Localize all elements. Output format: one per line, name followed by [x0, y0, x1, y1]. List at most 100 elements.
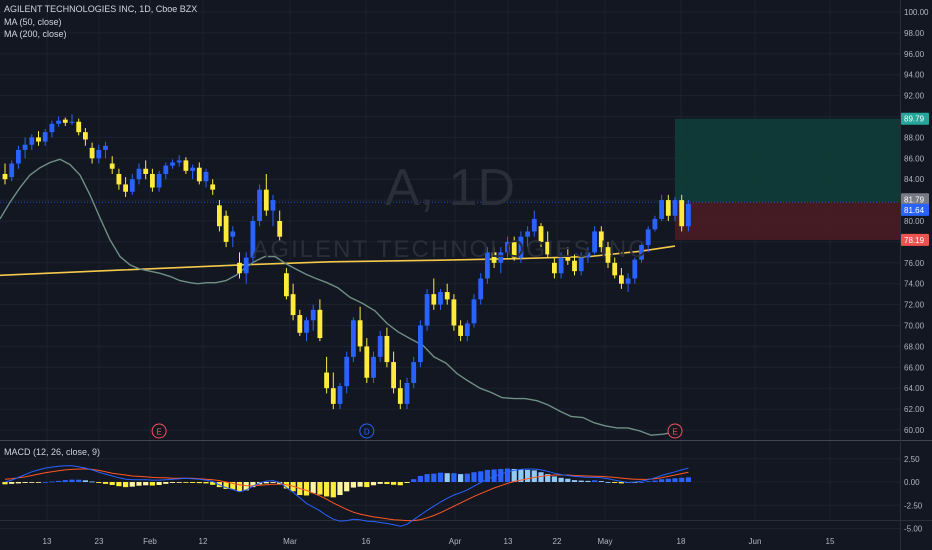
macd-hist-bar: [49, 481, 55, 483]
candle: [89, 142, 95, 164]
macd-hist-bar: [531, 470, 537, 482]
candle-body: [243, 257, 249, 274]
time-tick-label: Apr: [449, 537, 462, 546]
candle: [230, 226, 236, 248]
macd-tick-label: 0.00: [904, 478, 920, 487]
macd-hist-bar: [149, 482, 155, 486]
candle: [344, 351, 350, 394]
candle-body: [9, 163, 15, 178]
time-tick-label: 22: [553, 537, 562, 546]
candle-body: [263, 189, 269, 211]
candle: [297, 309, 303, 336]
event-marker: E: [151, 423, 167, 439]
candle: [511, 236, 517, 261]
candle: [176, 155, 182, 167]
candle-body: [156, 173, 162, 188]
macd-hist-bar: [645, 481, 651, 483]
candle: [143, 160, 149, 180]
macd-hist-bar: [123, 482, 129, 488]
candle-body: [525, 231, 530, 237]
time-tick-label: 23: [95, 537, 104, 546]
candle-body: [230, 231, 236, 237]
candle-body: [639, 245, 644, 260]
macd-hist-bar: [605, 482, 611, 483]
macd-hist-bar: [679, 477, 685, 482]
candle: [391, 351, 396, 394]
candle: [565, 247, 571, 265]
candle-body: [2, 173, 8, 180]
candle: [83, 127, 88, 146]
macd-hist-bar: [397, 482, 403, 486]
macd-hist-bar: [89, 481, 95, 483]
macd-hist-bar: [136, 482, 142, 486]
candle-body: [223, 215, 229, 242]
loss-zone: [675, 202, 900, 240]
price-tick-label: 60.00: [904, 426, 925, 435]
ma200-legend[interactable]: MA (200, close): [4, 29, 67, 39]
macd-hist-bar: [612, 482, 618, 483]
macd-hist-bar: [69, 479, 75, 482]
candle: [116, 168, 122, 190]
event-circle: [667, 423, 683, 439]
candle-body: [344, 356, 350, 387]
event-circle: [359, 423, 375, 439]
price-tick-label: 84.00: [904, 175, 925, 184]
candle-body: [451, 299, 457, 326]
macd-hist-bar: [156, 482, 162, 485]
price-tick-label: 100.00: [904, 8, 929, 17]
macd-hist-bar: [478, 471, 484, 482]
candle-body: [56, 120, 61, 124]
candle: [223, 210, 229, 248]
candle: [96, 144, 102, 164]
candle-body: [545, 241, 551, 255]
price-tick-label: 74.00: [904, 280, 925, 289]
macd-hist-bar: [303, 482, 310, 496]
candle: [585, 247, 591, 263]
macd-hist-bar: [364, 482, 370, 488]
candle: [210, 179, 216, 195]
candle: [605, 241, 611, 269]
macd-tick-label: -2.50: [904, 501, 923, 510]
candle-body: [511, 241, 517, 258]
symbol-title[interactable]: AGILENT TECHNOLOGIES INC, 1D, Cboe BZX: [4, 4, 198, 14]
price-tag-text: 89.79: [904, 115, 925, 124]
macd-hist-bar: [665, 478, 671, 482]
candle-body: [183, 160, 189, 171]
macd-hist-bar: [330, 482, 336, 498]
macd-hist-bar: [250, 482, 256, 488]
candle: [485, 247, 490, 284]
candle-body: [572, 260, 577, 272]
macd-hist-bar: [263, 482, 269, 484]
time-tick-label: 15: [826, 537, 835, 546]
event-circle: [151, 423, 167, 439]
candle: [277, 210, 283, 242]
time-tick-label: 13: [43, 537, 52, 546]
candle: [625, 273, 631, 293]
ma50-legend[interactable]: MA (50, close): [4, 17, 62, 27]
candle: [592, 226, 597, 255]
candle-body: [96, 149, 102, 159]
candle-body: [377, 335, 383, 357]
candle: [424, 288, 430, 331]
candle-body: [592, 231, 597, 253]
time-tick-label: May: [597, 537, 612, 546]
macd-legend[interactable]: MACD (12, 26, close, 9): [4, 447, 101, 457]
macd-hist-bar: [337, 482, 343, 496]
price-tick-label: 76.00: [904, 259, 925, 268]
candle-body: [237, 262, 242, 274]
macd-hist-bar: [29, 482, 35, 483]
macd-hist-bar: [9, 482, 15, 484]
candle-body: [89, 147, 95, 159]
macd-hist-bar: [391, 482, 397, 485]
macd-hist-bar: [464, 473, 470, 482]
macd-hist-bar: [685, 477, 691, 482]
price-tick-label: 62.00: [904, 405, 925, 414]
macd-hist-bar: [129, 482, 135, 487]
candle: [598, 226, 604, 253]
candle: [639, 241, 644, 263]
candle: [9, 160, 15, 182]
event-label: E: [156, 428, 161, 437]
candle-body: [471, 299, 477, 324]
candle-body: [619, 275, 624, 284]
